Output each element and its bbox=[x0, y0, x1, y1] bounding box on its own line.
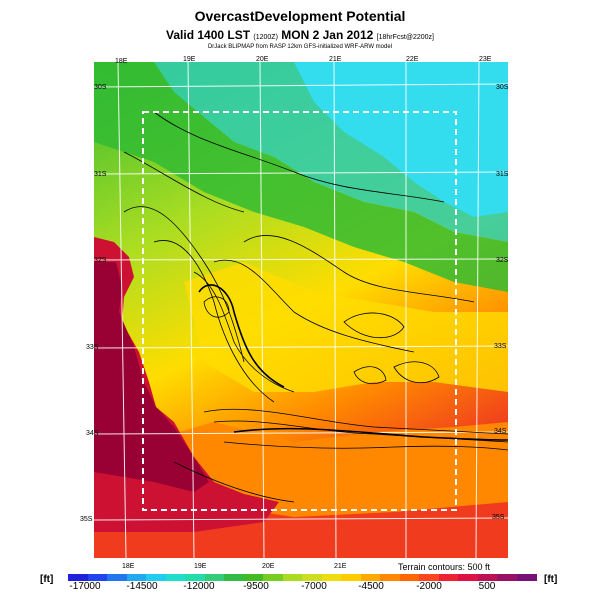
lat-label-left: 31S bbox=[94, 171, 107, 178]
colorbar-swatch bbox=[419, 574, 439, 581]
lon-label-top: 19E bbox=[183, 56, 196, 63]
lat-label-right: 33S bbox=[494, 343, 507, 350]
lat-label-right: 34S bbox=[494, 428, 507, 435]
colorbar-swatch bbox=[68, 574, 88, 581]
lon-label-top: 23E bbox=[479, 56, 492, 63]
green-band bbox=[94, 62, 508, 292]
colorbar-swatch bbox=[224, 574, 244, 581]
colorbar-swatch bbox=[165, 574, 186, 581]
inner-domain-box bbox=[142, 111, 457, 511]
colorbar-swatch bbox=[360, 574, 381, 581]
colorbar-swatch bbox=[87, 574, 108, 581]
lon-label-bottom: 18E bbox=[122, 563, 135, 570]
colorbar-unit-right: [ft] bbox=[544, 574, 558, 585]
colorbar-tick-label: -7000 bbox=[301, 581, 327, 592]
lat-label-left: 33S bbox=[86, 344, 99, 351]
colorbar-swatch bbox=[477, 574, 498, 581]
colorbar-tick-label: -14500 bbox=[126, 581, 158, 592]
valid-time: Valid 1400 LST (1200Z) MON 2 Jan 2012 [1… bbox=[0, 28, 600, 42]
colorbar-tick-label: -12000 bbox=[183, 581, 215, 592]
lat-label-right: 30S bbox=[496, 84, 509, 91]
lat-label-left: 35S bbox=[80, 516, 93, 523]
colorbar-unit-left: [ft] bbox=[40, 574, 54, 585]
lat-label-left: 34S bbox=[86, 430, 99, 437]
colorbar-swatch bbox=[399, 574, 420, 581]
colorbar-swatch bbox=[126, 574, 147, 581]
colorbar-swatch bbox=[516, 574, 537, 581]
colorbar-swatch bbox=[380, 574, 400, 581]
colorbar-tick-label: 500 bbox=[478, 581, 496, 592]
forecast-label: [18hrFcst@2200z] bbox=[376, 34, 434, 41]
colorbar-swatch bbox=[302, 574, 322, 581]
colorbar-swatch bbox=[341, 574, 361, 581]
colorbar-swatch bbox=[282, 574, 303, 581]
lat-label-left: 32S bbox=[94, 257, 107, 264]
colorbar-tick-label: -4500 bbox=[358, 581, 384, 592]
lat-label-right: 35S bbox=[492, 514, 505, 521]
colorbar-swatch bbox=[497, 574, 517, 581]
terrain-contour-note: Terrain contours: 500 ft bbox=[398, 562, 491, 572]
lat-label-right: 32S bbox=[496, 257, 509, 264]
lon-label-top: 22E bbox=[406, 56, 419, 63]
colorbar-swatch bbox=[243, 574, 264, 581]
colorbar-swatch bbox=[185, 574, 205, 581]
ocean-deep bbox=[94, 262, 209, 492]
terrain-contours bbox=[123, 111, 508, 503]
valid-main: Valid 1400 LST bbox=[166, 28, 251, 42]
valid-date: MON 2 Jan 2012 bbox=[281, 28, 374, 42]
colorbar-tick-label: -9500 bbox=[243, 581, 269, 592]
colorbar-swatch bbox=[204, 574, 225, 581]
colorbar-tick-label: -2000 bbox=[416, 581, 442, 592]
colorbar bbox=[68, 574, 537, 581]
lat-label-left: 30S bbox=[94, 84, 107, 91]
lat-label-right: 31S bbox=[496, 171, 509, 178]
cyan-region bbox=[294, 62, 508, 217]
lon-label-bottom: 21E bbox=[334, 563, 347, 570]
colorbar-swatch bbox=[107, 574, 127, 581]
colorbar-swatch bbox=[458, 574, 478, 581]
model-credit: DrJack BLIPMAP from RASP 12km GFS-initia… bbox=[207, 44, 393, 50]
major-contours bbox=[198, 284, 508, 441]
map-title: OvercastDevelopment Potential bbox=[194, 8, 406, 24]
overcast-map bbox=[94, 62, 508, 558]
lon-label-top: 21E bbox=[329, 56, 342, 63]
colorbar-swatch bbox=[263, 574, 283, 581]
lat-lon-grid bbox=[94, 62, 508, 558]
colorbar-swatch bbox=[438, 574, 459, 581]
lon-label-bottom: 20E bbox=[262, 563, 275, 570]
colorbar-swatch bbox=[321, 574, 342, 581]
yellow-region bbox=[184, 262, 508, 392]
colorbar-swatch bbox=[146, 574, 166, 581]
lon-label-top: 20E bbox=[256, 56, 269, 63]
lon-label-top: 18E bbox=[115, 58, 128, 65]
lon-label-bottom: 19E bbox=[194, 563, 207, 570]
valid-zulu: (1200Z) bbox=[253, 34, 278, 41]
colorbar-tick-label: -17000 bbox=[69, 581, 101, 592]
